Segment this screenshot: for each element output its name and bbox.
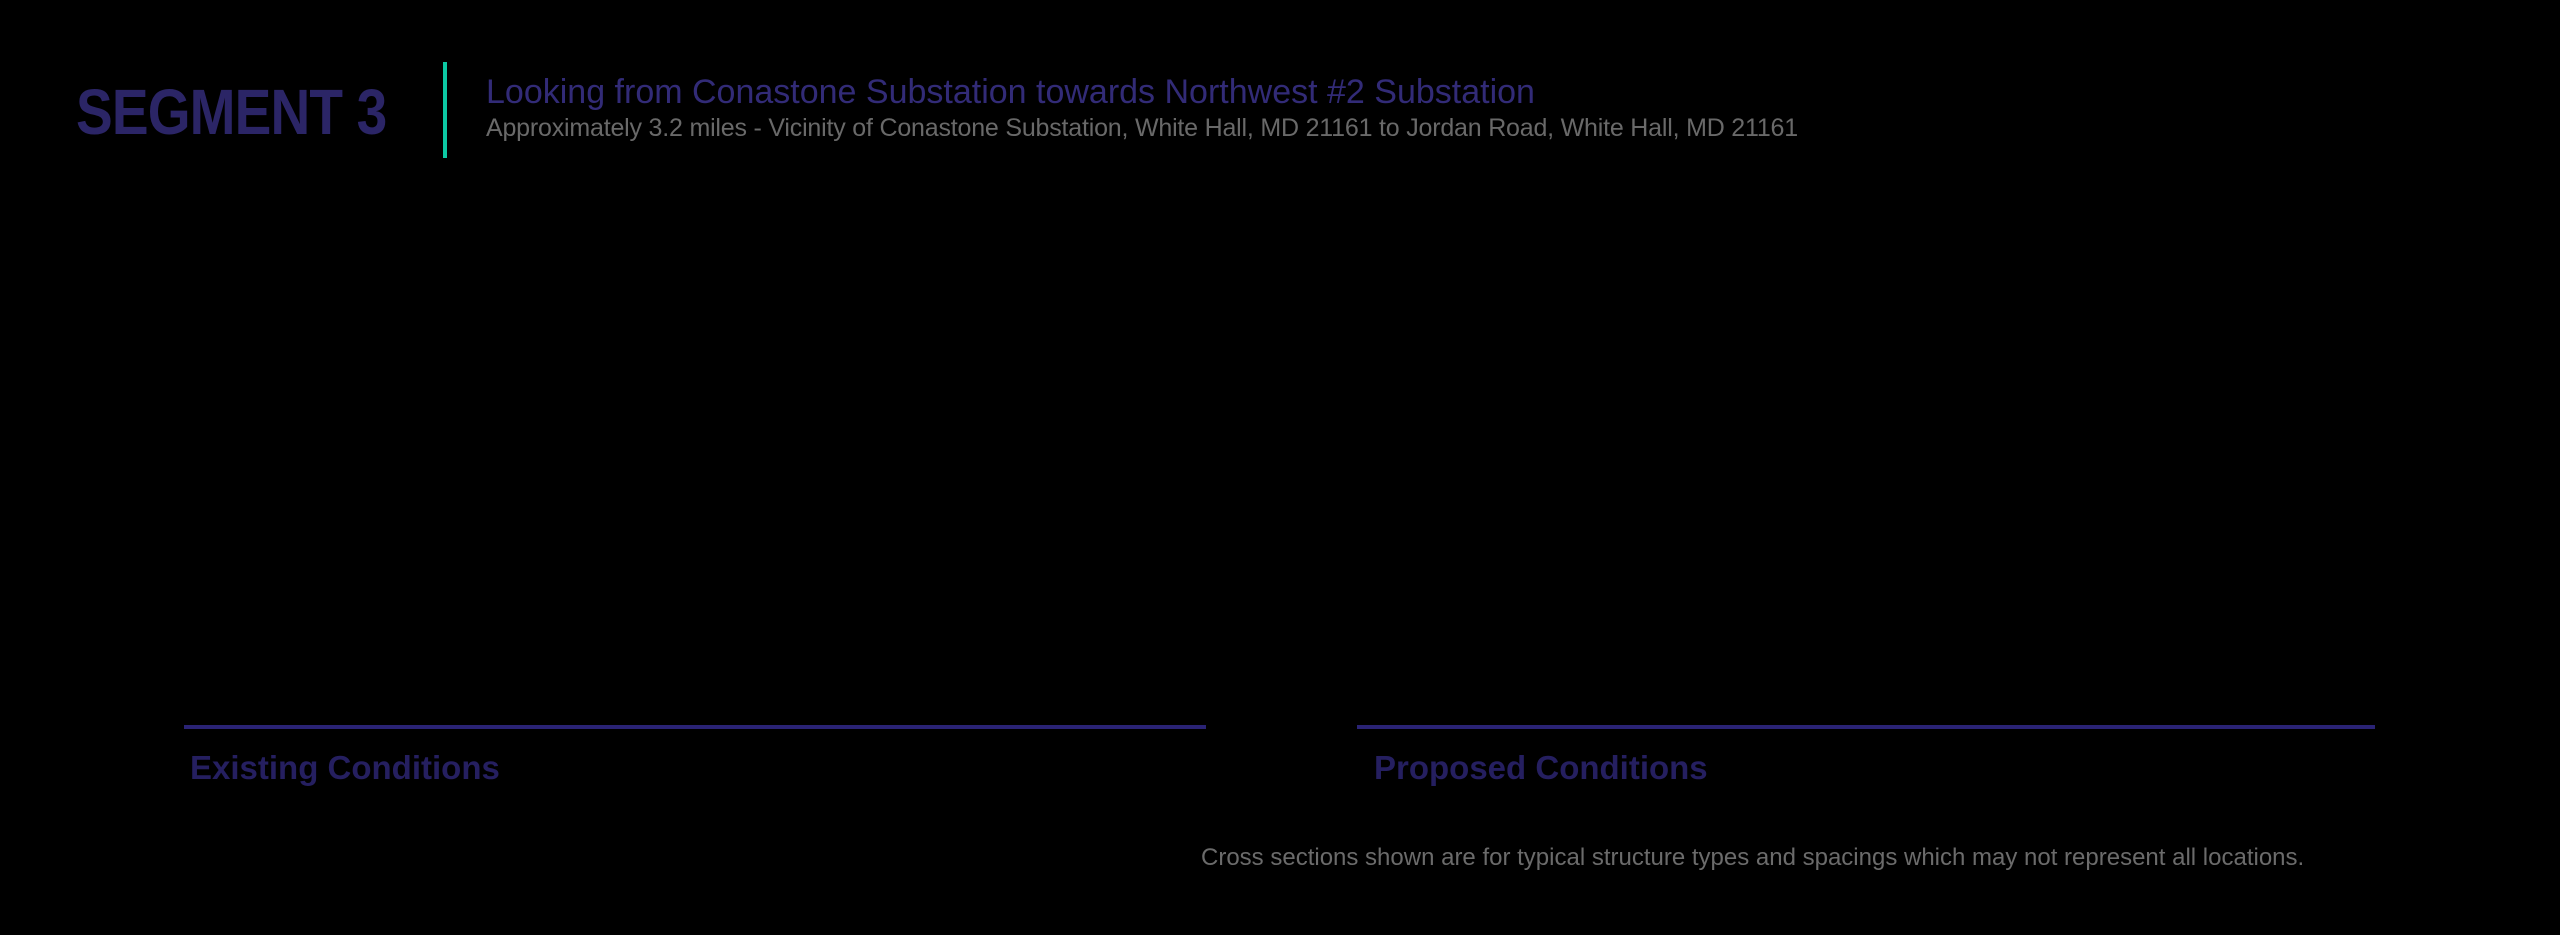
evergreen-tree-icon <box>1071 533 1181 729</box>
ground-line-existing <box>184 725 1206 729</box>
segment-title: SEGMENT 3 <box>76 76 387 148</box>
proposed-conditions-label: Proposed Conditions <box>1374 749 1708 786</box>
evergreen-tree-icon <box>2243 515 2355 729</box>
footnote-disclaimer: Cross sections shown are for typical str… <box>1201 844 2305 871</box>
view-subtitle: Approximately 3.2 miles - Vicinity of Co… <box>486 114 1798 142</box>
view-title: Looking from Conastone Substation toward… <box>486 73 1535 111</box>
evergreen-tree-icon <box>1377 537 1483 729</box>
evergreen-tree-icon <box>204 535 310 729</box>
existing-conditions-label: Existing Conditions <box>190 749 500 786</box>
ground-line-proposed <box>1357 725 2375 729</box>
header-divider <box>443 62 447 158</box>
